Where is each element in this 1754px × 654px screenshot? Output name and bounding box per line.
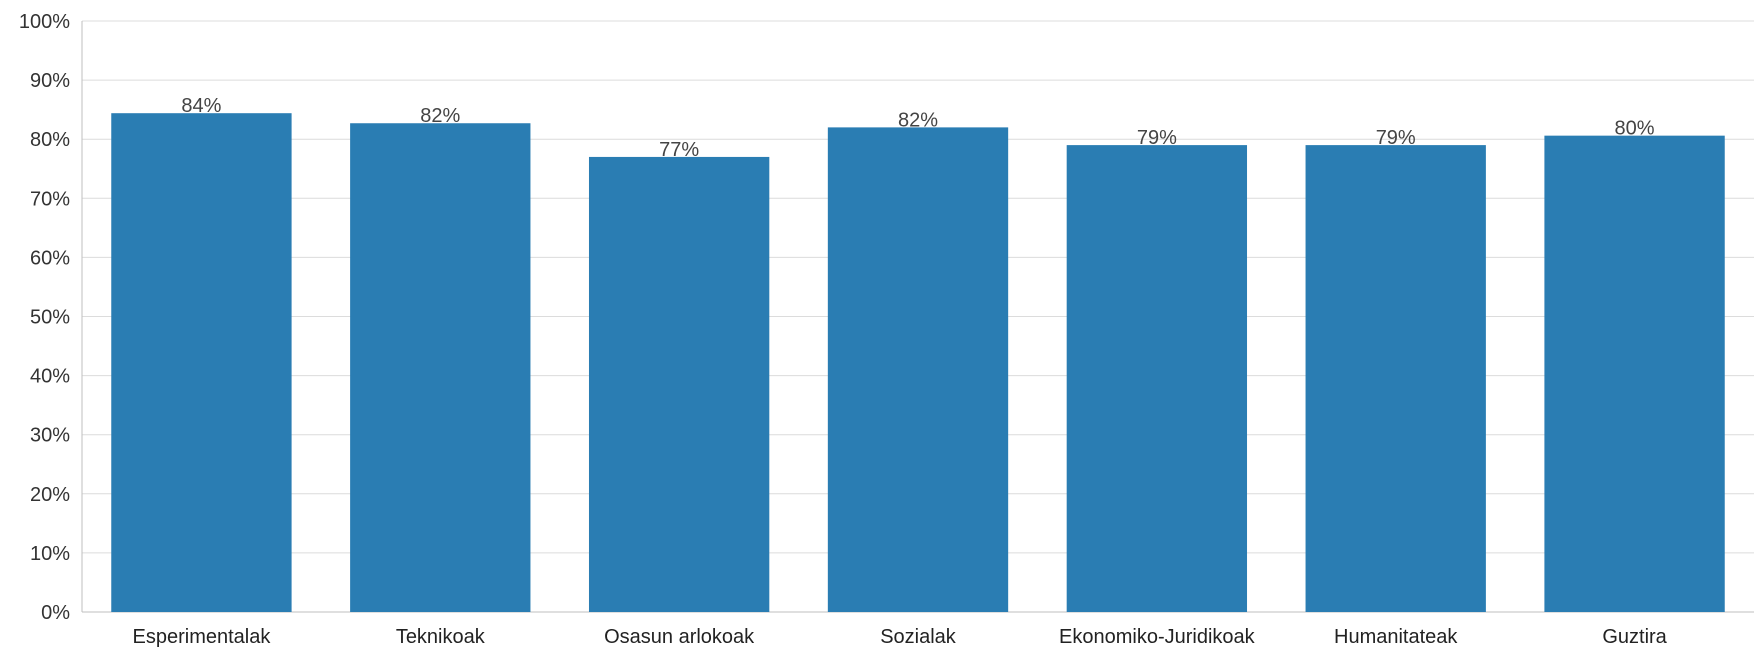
x-tick-label: Osasun arlokoak [604,626,755,648]
y-tick-label: 0% [41,602,70,624]
y-tick-label: 100% [19,11,70,33]
data-label: 84% [181,95,221,117]
x-tick-label: Guztira [1602,626,1667,648]
bar [111,113,292,613]
y-tick-label: 20% [30,484,70,506]
y-tick-label: 50% [30,307,70,329]
data-label: 82% [898,109,938,131]
x-tick-label: Teknikoak [396,626,486,648]
y-tick-label: 90% [30,70,70,92]
x-tick-label: Humanitateak [1334,626,1458,648]
y-tick-label: 30% [30,425,70,447]
data-labels: 84% 82% 77% 82% 79% 79% 80% [181,95,1654,161]
bar [588,156,770,612]
data-label: 80% [1615,118,1655,140]
bar [1066,145,1248,613]
y-axis: 0% 10% 20% 30% 40% 50% 60% 70% 80% 90% 100% [19,11,83,624]
data-label: 79% [1376,127,1416,149]
x-tick-label: Esperimentalak [133,626,272,648]
x-axis: Esperimentalak Teknikoak Osasun arlokoak So… [133,626,1668,648]
bar [1544,135,1725,613]
data-label: 77% [659,139,699,161]
bar [350,123,531,613]
data-label: 82% [420,105,460,127]
y-tick-label: 80% [30,129,70,151]
y-tick-label: 60% [30,247,70,269]
y-tick-label: 70% [30,188,70,210]
x-tick-label: Ekonomiko-Juridikoak [1059,626,1256,648]
y-tick-label: 40% [30,366,70,388]
y-tick-label: 10% [30,543,70,565]
bar [1305,145,1486,613]
bar [827,127,1009,612]
x-tick-label: Sozialak [880,626,957,648]
bars [111,113,1725,613]
data-label: 79% [1137,127,1177,149]
